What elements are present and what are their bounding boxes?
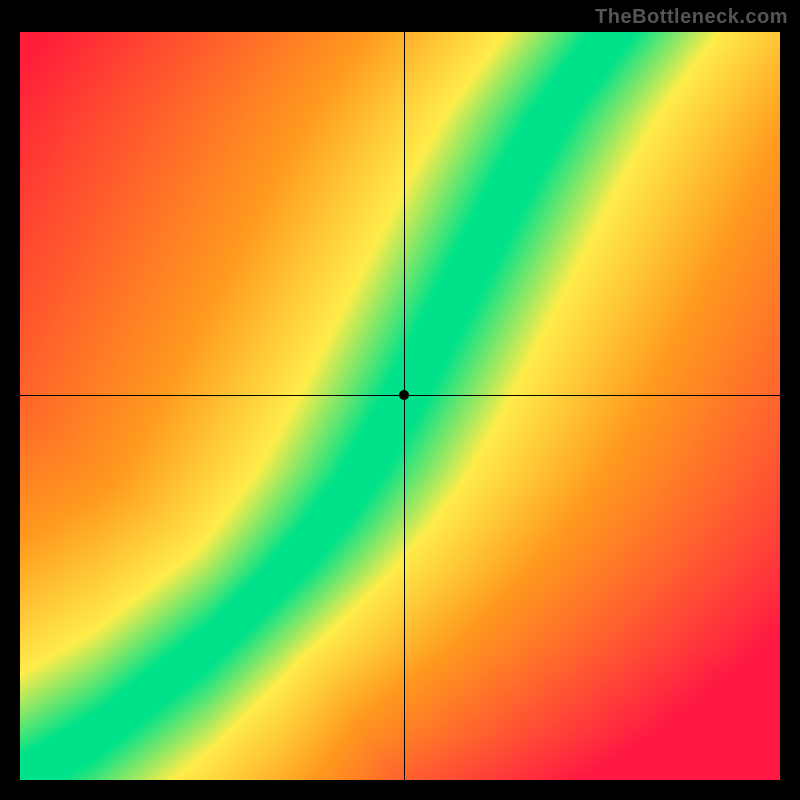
watermark-text: TheBottleneck.com bbox=[595, 6, 788, 29]
crosshair-marker bbox=[399, 390, 409, 400]
heatmap-canvas bbox=[20, 32, 780, 780]
chart-frame: TheBottleneck.com bbox=[0, 0, 800, 800]
heatmap-plot bbox=[20, 32, 780, 780]
crosshair-vertical bbox=[404, 32, 405, 780]
